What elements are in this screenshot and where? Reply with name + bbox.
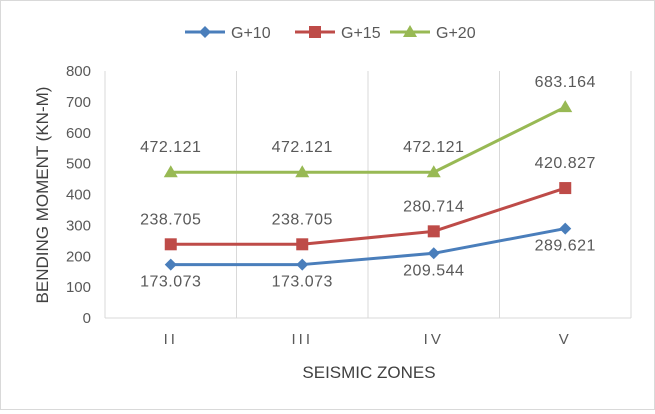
data-label: 472.121	[272, 139, 333, 156]
triangle-marker	[403, 25, 417, 37]
triangle-marker	[163, 165, 178, 178]
y-tick-label: 800	[66, 63, 91, 80]
data-label: 472.121	[403, 139, 464, 156]
y-tick-label: 300	[66, 217, 91, 234]
triangle-marker	[426, 165, 441, 178]
x-tick-label: IV	[424, 331, 444, 348]
diamond-marker	[296, 258, 309, 271]
data-label-layer: 173.073 173.073 209.544 289.621 238.705 238.7…	[140, 74, 596, 291]
diamond-marker	[164, 258, 177, 271]
y-tick-label: 400	[66, 187, 91, 204]
triangle-marker	[558, 100, 573, 113]
legend-label: G+20	[436, 25, 476, 42]
data-label: 420.827	[535, 155, 596, 172]
y-tick-label: 0	[83, 310, 91, 327]
legend: G+10 G+15 G+20	[185, 25, 476, 42]
diamond-marker	[427, 247, 440, 260]
series-line-G+10	[170, 227, 566, 267]
legend-label: G+10	[231, 25, 271, 42]
y-tick-label: 700	[66, 94, 91, 111]
y-axis-title: BENDING MOMENT (KN-M)	[33, 87, 52, 304]
square-marker	[427, 225, 440, 238]
series-line-G+20	[170, 105, 566, 174]
square-marker	[164, 238, 177, 251]
x-tick-label: V	[559, 331, 572, 348]
square-marker	[309, 26, 321, 38]
x-axis-title: SEISMIC ZONES	[302, 363, 435, 382]
series-layer	[163, 100, 573, 271]
data-label: 173.073	[140, 274, 201, 291]
y-tick-label: 200	[66, 248, 91, 265]
diamond-marker	[559, 222, 572, 235]
square-marker	[559, 182, 572, 195]
legend-label: G+15	[341, 25, 381, 42]
data-label: 683.164	[535, 74, 596, 91]
x-tick-label: III	[291, 331, 313, 348]
square-marker	[296, 238, 309, 251]
data-label: 289.621	[535, 238, 596, 255]
grid-layer	[236, 71, 632, 318]
series-line-G+15	[170, 186, 566, 246]
data-label: 173.073	[272, 274, 333, 291]
data-label: 280.714	[403, 198, 464, 215]
triangle-marker	[295, 165, 310, 178]
y-tick-label: 100	[66, 279, 91, 296]
diamond-marker	[199, 26, 211, 38]
data-label: 209.544	[403, 262, 464, 279]
y-tick-label: 500	[66, 156, 91, 173]
data-label: 238.705	[140, 211, 201, 228]
y-tick-label: 600	[66, 125, 91, 142]
data-label: 238.705	[272, 211, 333, 228]
x-tick-label: II	[164, 331, 178, 348]
data-label: 472.121	[140, 139, 201, 156]
